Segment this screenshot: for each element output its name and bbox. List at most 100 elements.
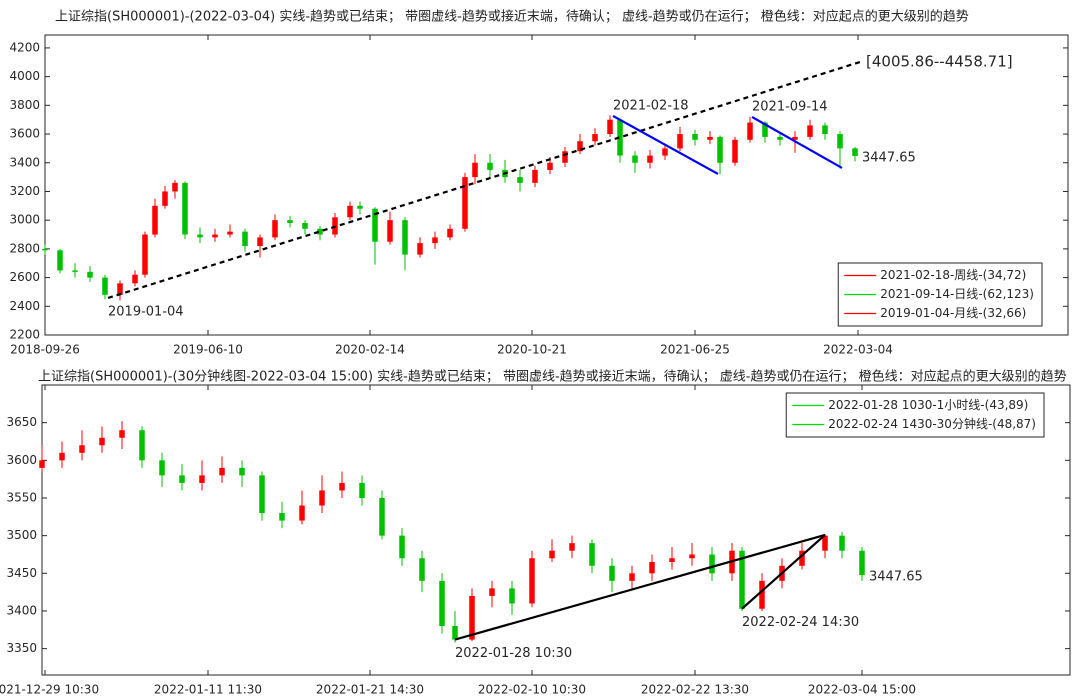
candle-body — [839, 535, 845, 551]
candle-body — [132, 274, 138, 284]
candle-body — [57, 250, 63, 271]
candle-body — [372, 208, 378, 242]
candle-body — [487, 162, 493, 170]
candle-body — [242, 231, 248, 247]
candle-body — [142, 234, 148, 275]
x-tick-label: 2022-02-10 10:30 — [478, 683, 586, 697]
candle-body — [632, 155, 638, 163]
candle-body — [777, 136, 783, 140]
candle-body — [617, 119, 623, 156]
candle-body — [489, 588, 495, 596]
candle-body — [257, 237, 263, 247]
candle-body — [709, 554, 715, 574]
candle-body — [762, 122, 768, 137]
legend-frame — [785, 392, 1045, 438]
candle-body — [259, 475, 265, 514]
legend: 2021-02-18-周线-(34,72) 2021-09-14-日线-(62,1… — [837, 262, 1043, 327]
y-tick-label: 3200 — [9, 184, 40, 198]
chart-title: 上证综指(SH000001)-(30分钟线图-2022-03-04 15:00)… — [38, 369, 1067, 385]
candle-body — [452, 626, 458, 640]
legend-label: 2021-02-18-周线-(34,72) — [880, 268, 1026, 282]
x-tick-label: 2021-12-29 10:30 — [0, 683, 99, 697]
candle-body — [759, 580, 765, 609]
y-tick-label: 3400 — [9, 155, 40, 169]
candle-body — [807, 125, 813, 137]
x-tick-label: 2019-06-10 — [173, 343, 243, 357]
candle-body — [239, 467, 245, 476]
legend-label: 2022-02-24 1430-30分钟线-(48,87) — [828, 416, 1036, 431]
candle-body — [159, 460, 165, 476]
y-tick-label: 3650 — [6, 415, 37, 429]
candle-body — [399, 535, 405, 559]
candle-body — [419, 558, 425, 581]
candle-body — [739, 550, 745, 609]
candle-body — [339, 482, 345, 491]
trend-start-label: 2022-01-28 10:30 — [455, 646, 572, 661]
trend-start-label: 2019-01-04 — [108, 304, 184, 319]
candle-body — [319, 490, 325, 506]
candle-body — [837, 134, 843, 149]
candle-body — [547, 162, 553, 170]
y-tick-label: 4200 — [9, 40, 40, 54]
candle-body — [649, 562, 655, 574]
candle-body — [562, 151, 568, 163]
candle-body — [119, 430, 125, 438]
candle-body — [662, 148, 668, 156]
candle-body — [517, 177, 523, 183]
candle-body — [87, 271, 93, 278]
x-tick-label: 2020-02-14 — [335, 343, 405, 357]
candle-body — [822, 535, 828, 551]
legend-label: 2021-09-14-日线-(62,123) — [880, 287, 1034, 301]
candle-body — [852, 148, 858, 156]
candle-body — [272, 220, 278, 238]
y-tick-label: 3350 — [6, 641, 37, 655]
y-tick-label: 2200 — [9, 328, 40, 342]
y-tick-label: 3600 — [6, 453, 37, 467]
candle-body — [219, 467, 225, 476]
candle-body — [532, 169, 538, 183]
y-tick-label: 3500 — [6, 528, 37, 542]
candle-body — [102, 277, 108, 295]
candle-body — [317, 228, 323, 235]
candle-body — [577, 141, 583, 152]
candle-body — [799, 550, 805, 566]
trend-start-label: 2021-02-18 — [613, 98, 689, 113]
last-value-label: 3447.65 — [869, 570, 923, 585]
candle-body — [439, 580, 445, 627]
chart: 上证综指(SH000001)-(2022-03-04) 实线-趋势或已结束； 带… — [9, 9, 1069, 357]
candle-body — [359, 482, 365, 498]
candle-body — [509, 588, 515, 604]
y-tick-label: 3800 — [9, 98, 40, 112]
candle-body — [549, 550, 555, 559]
legend-label: 2019-01-04-月线-(32,66) — [880, 306, 1026, 320]
candle-body — [669, 558, 675, 563]
candle-body — [592, 134, 598, 142]
candle-body — [609, 565, 615, 581]
candle-body — [822, 125, 828, 135]
candle-body — [227, 231, 233, 235]
trend-line — [741, 534, 826, 610]
candle-body — [529, 558, 535, 604]
chart: 上证综指(SH000001)-(30分钟线图-2022-03-04 15:00)… — [0, 369, 1071, 697]
candle-body — [629, 573, 635, 581]
last-value-label: 3447.65 — [862, 150, 916, 165]
candle-body — [379, 497, 385, 536]
candle-body — [199, 475, 205, 483]
x-tick-label: 2022-03-04 — [823, 343, 893, 357]
candle-body — [387, 220, 393, 242]
candle-body — [182, 182, 188, 235]
candle-body — [287, 220, 293, 224]
y-tick-label: 3000 — [9, 213, 40, 227]
candle-body — [152, 205, 158, 235]
candle-body — [462, 177, 468, 229]
candle-body — [99, 437, 105, 446]
trend-line — [751, 116, 843, 169]
candle-body — [417, 243, 423, 255]
x-tick-label: 2022-03-04 15:00 — [808, 683, 916, 697]
trend-start-label: 2021-09-14 — [752, 99, 828, 114]
candle-body — [647, 155, 653, 163]
candle-body — [707, 136, 713, 140]
candle-body — [569, 543, 575, 551]
candle-body — [402, 220, 408, 255]
